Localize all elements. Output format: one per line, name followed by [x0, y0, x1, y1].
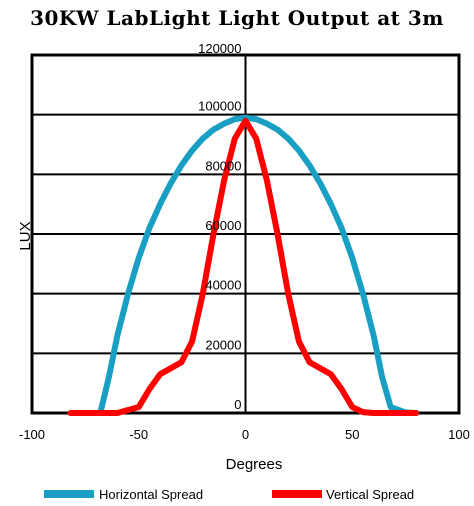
x-tick-label: 50 — [345, 427, 359, 442]
x-axis-label: Degrees — [226, 456, 283, 473]
y-tick-label: 0 — [234, 397, 241, 412]
legend-label-horizontal: Horizontal Spread — [99, 487, 203, 502]
legend-swatch-horizontal — [44, 490, 94, 498]
y-tick-label: 40000 — [205, 278, 241, 293]
series-line-vertical-spread — [67, 117, 420, 416]
x-tick-label: 100 — [448, 427, 470, 442]
y-tick-label: 100000 — [198, 99, 241, 114]
y-tick-label: 120000 — [198, 41, 241, 56]
y-tick-label: 60000 — [205, 218, 241, 233]
y-axis-label: LUX — [17, 221, 34, 250]
series-layer — [67, 114, 420, 416]
legend: Horizontal Spread Vertical Spread — [44, 487, 414, 502]
y-tick-labels: 0 20000 40000 60000 80000 100000 120000 — [198, 41, 241, 412]
x-tick-labels: -100 -50 0 50 100 — [19, 427, 470, 442]
legend-swatch-vertical — [272, 490, 322, 498]
x-tick-label: -100 — [19, 427, 45, 442]
y-tick-label: 80000 — [205, 158, 241, 173]
legend-label-vertical: Vertical Spread — [326, 487, 414, 502]
x-tick-label: -50 — [129, 427, 148, 442]
x-tick-label: 0 — [242, 427, 249, 442]
y-tick-label: 20000 — [205, 337, 241, 352]
chart-title: 30KW LabLight Light Output at 3m — [30, 6, 444, 30]
series-line-horizontal-spread — [97, 114, 420, 416]
